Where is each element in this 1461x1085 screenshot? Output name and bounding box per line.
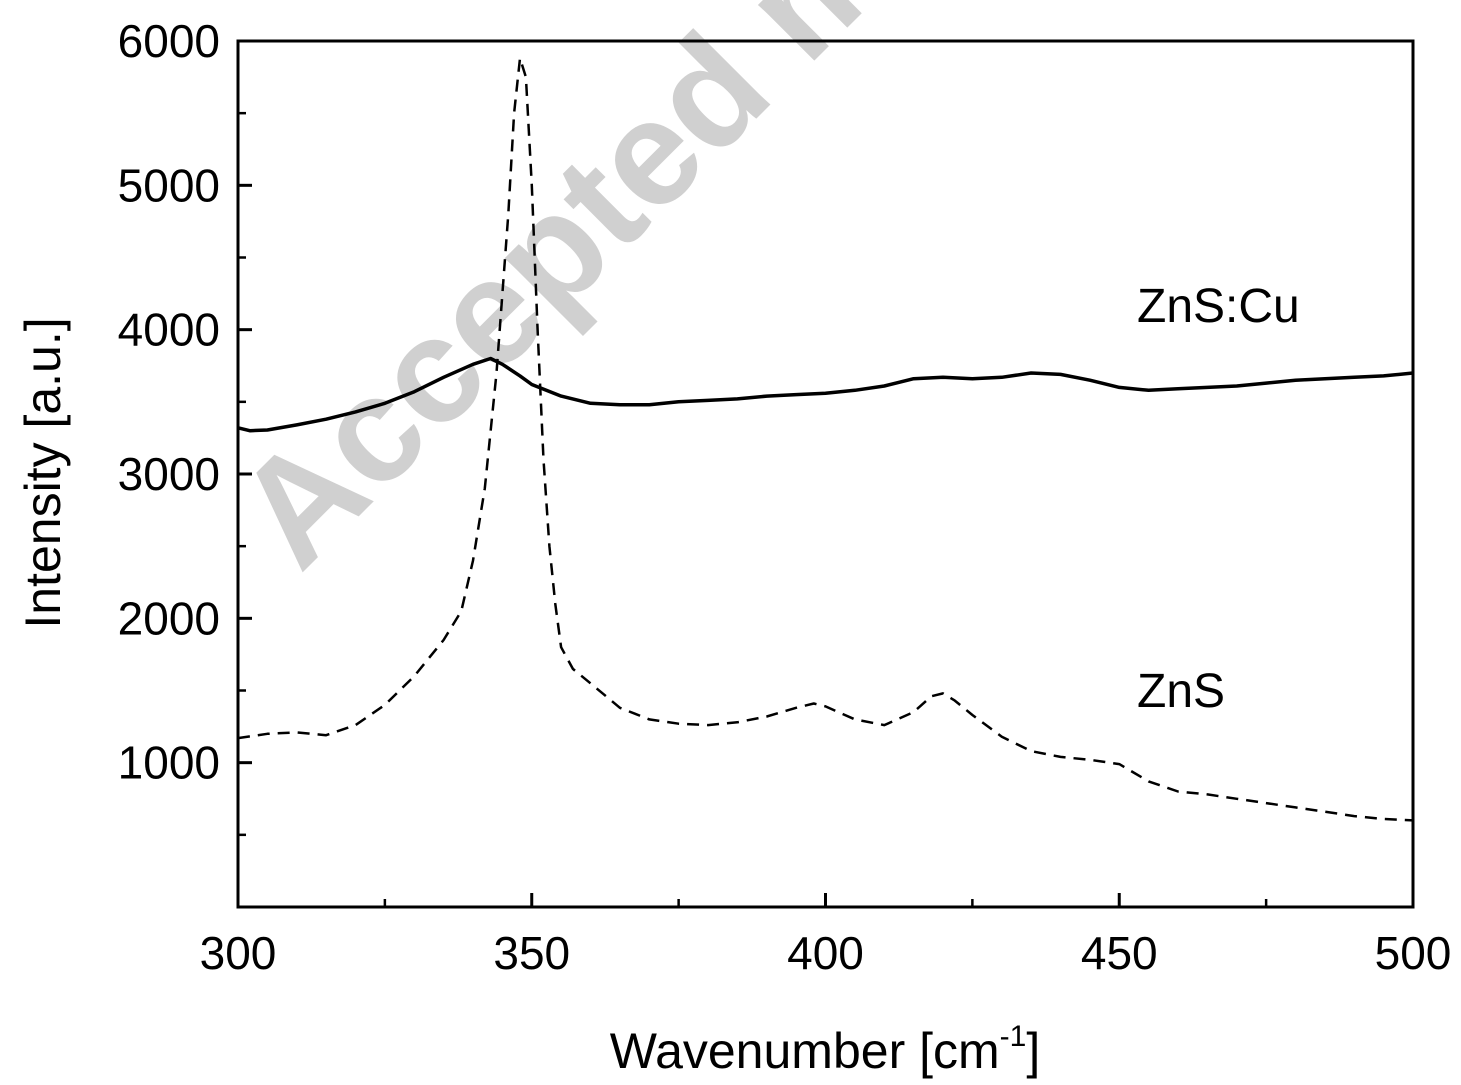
x-tick-label: 300: [200, 927, 277, 979]
y-tick-label: 2000: [118, 592, 220, 644]
x-tick-label: 450: [1081, 927, 1158, 979]
tick-labels: 300 350 400 450 500 1000 2000 3000 4000 5000 6000: [118, 15, 1452, 979]
watermark-text: Accepted manu: [204, 0, 1113, 598]
x-axis-title-main: Wavenumber [cm: [610, 1023, 1000, 1079]
y-tick-label: 6000: [118, 15, 220, 67]
axis-ticks: [236, 39, 1415, 907]
y-axis-title: Intensity [a.u.]: [15, 317, 71, 628]
series-label-zns-cu: ZnS:Cu: [1137, 280, 1300, 333]
series-line-zns: [237, 57, 1414, 822]
y-tick-label: 5000: [118, 159, 220, 211]
x-axis-title-sup: -1: [1000, 1020, 1027, 1053]
x-axis-title-end: ]: [1026, 1023, 1040, 1079]
series-line-zns-cu: [237, 356, 1414, 433]
series-label-zns: ZnS: [1137, 665, 1225, 718]
x-tick-label: 500: [1375, 927, 1452, 979]
watermark: Accepted manu: [204, 0, 1113, 598]
y-tick-label: 4000: [118, 304, 220, 356]
y-tick-label: 1000: [118, 737, 220, 789]
series-lines: [237, 57, 1414, 822]
y-tick-label: 3000: [118, 448, 220, 500]
x-axis-title: Wavenumber [cm-1]: [610, 1020, 1041, 1079]
x-tick-label: 400: [787, 927, 864, 979]
x-tick-label: 350: [493, 927, 570, 979]
